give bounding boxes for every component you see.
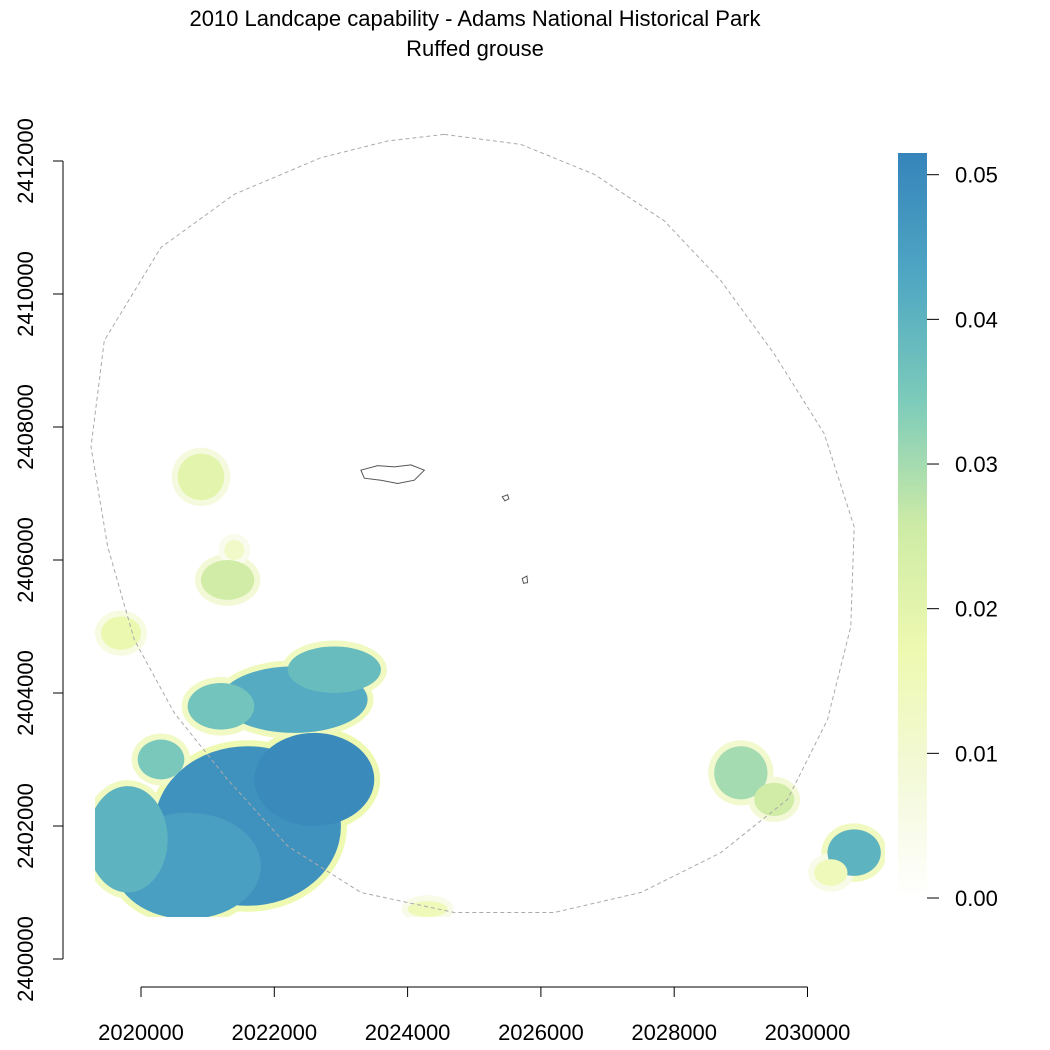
park-unit-outline bbox=[360, 464, 426, 485]
x-tick-label: 2024000 bbox=[365, 1020, 451, 1045]
habitat-patch bbox=[200, 560, 255, 600]
park-unit-outline bbox=[501, 494, 510, 502]
habitat-patch bbox=[187, 683, 255, 730]
color-legend: 0.00 0.01 0.02 0.03 0.04 0.05 bbox=[898, 153, 998, 911]
y-axis: 2400000 2402000 2404000 2406000 2408000 24100… bbox=[13, 118, 64, 1002]
x-tick-label: 2022000 bbox=[231, 1020, 317, 1045]
habitat-patch bbox=[137, 739, 185, 780]
habitat-patch bbox=[287, 646, 381, 693]
study-area-boundary bbox=[90, 133, 855, 913]
park-unit-outlines bbox=[360, 464, 529, 584]
habitat-patch bbox=[177, 453, 225, 501]
legend-tick-label: 0.01 bbox=[955, 741, 998, 766]
y-tick-label: 2400000 bbox=[13, 916, 38, 1002]
habitat-patch bbox=[224, 540, 245, 561]
x-tick-label: 2020000 bbox=[98, 1020, 184, 1045]
habitat-patch bbox=[714, 746, 768, 800]
habitat-patch bbox=[754, 782, 795, 817]
legend-color-bar bbox=[898, 153, 927, 898]
habitat-patch bbox=[814, 859, 848, 886]
y-tick-label: 2408000 bbox=[13, 384, 38, 470]
y-tick-label: 2402000 bbox=[13, 783, 38, 869]
habitat-raster bbox=[95, 447, 885, 917]
boundary-line bbox=[90, 133, 855, 913]
x-tick-label: 2028000 bbox=[631, 1020, 717, 1045]
park-unit-outline bbox=[521, 575, 529, 584]
legend-tick-label: 0.02 bbox=[955, 597, 998, 622]
x-tick-label: 2026000 bbox=[498, 1020, 584, 1045]
legend-tick-label: 0.05 bbox=[955, 163, 998, 188]
legend-tick-label: 0.00 bbox=[955, 886, 998, 911]
legend-tick-label: 0.04 bbox=[955, 307, 998, 332]
x-axis: 2020000 2022000 2024000 2026000 2028000 20300… bbox=[98, 986, 851, 1045]
y-tick-label: 2404000 bbox=[13, 650, 38, 736]
x-tick-label: 2030000 bbox=[765, 1020, 851, 1045]
legend-tick-label: 0.03 bbox=[955, 452, 998, 477]
chart-subtitle: Ruffed grouse bbox=[406, 36, 544, 61]
y-tick-label: 2410000 bbox=[13, 251, 38, 337]
habitat-patch bbox=[254, 732, 375, 826]
chart-title: 2010 Landcape capability - Adams Nationa… bbox=[189, 6, 761, 31]
habitat-patch bbox=[101, 616, 141, 650]
y-tick-label: 2412000 bbox=[13, 118, 38, 204]
habitat-patch bbox=[95, 786, 168, 893]
y-tick-label: 2406000 bbox=[13, 517, 38, 603]
